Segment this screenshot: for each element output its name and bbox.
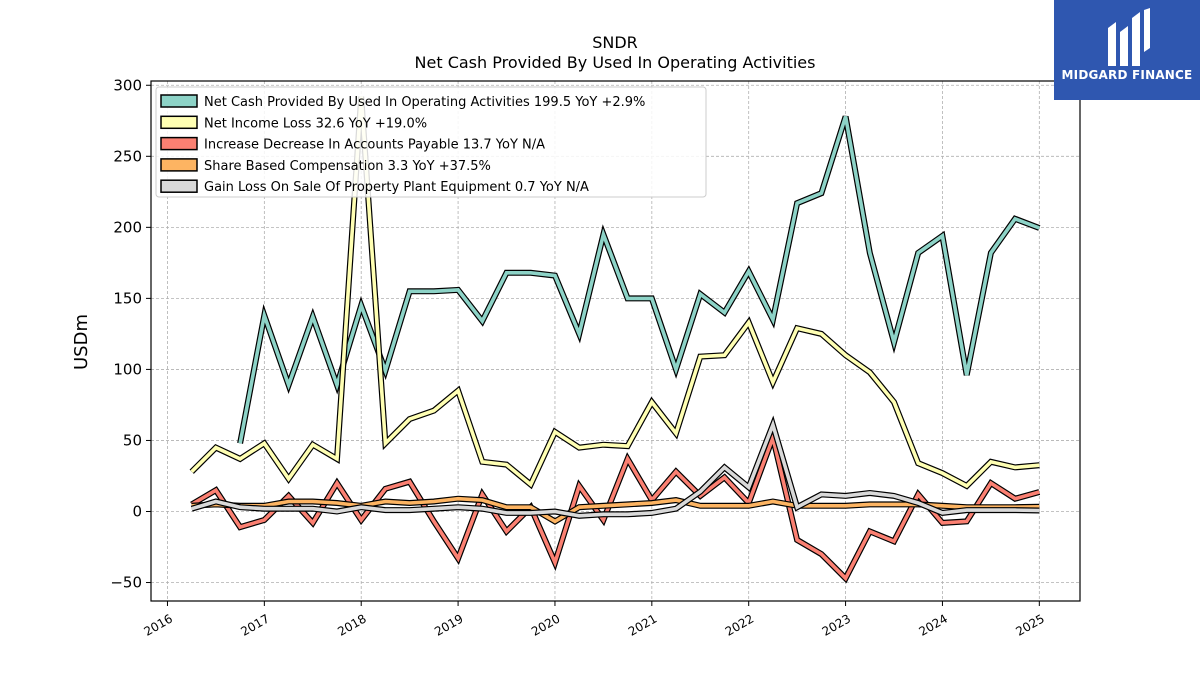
midgard-logo-icon — [1108, 8, 1150, 66]
brand-name: MIDGARD FINANCE — [1061, 68, 1193, 82]
x-tick-label: 2022 — [723, 611, 756, 638]
legend-label: Increase Decrease In Accounts Payable 13… — [204, 138, 545, 153]
x-tick-label: 2018 — [335, 611, 368, 638]
chart-title: SNDR — [592, 33, 638, 52]
series-line-net-income-loss — [190, 96, 1040, 489]
legend-swatch — [160, 179, 198, 193]
x-tick-label: 2019 — [432, 611, 465, 638]
x-tick-label: 2016 — [142, 611, 175, 638]
legend-swatch — [160, 136, 198, 151]
y-tick-label: 300 — [113, 76, 142, 94]
series-line-share-based-compensation — [191, 496, 1040, 524]
series-line-net-cash-provided-by-used-in-operating-activities — [238, 115, 1040, 444]
series-line-increase-decrease-in-accounts-payable — [190, 431, 1040, 582]
x-tick-label: 2023 — [820, 611, 853, 638]
legend-label: Share Based Compensation 3.3 YoY +37.5% — [204, 159, 491, 174]
series-layer — [189, 96, 1041, 584]
plot-frame — [150, 80, 1081, 602]
brand-logo: MIDGARD FINANCE — [1054, 0, 1200, 100]
legend-swatch — [160, 158, 198, 172]
legend: Net Cash Provided By Used In Operating A… — [155, 86, 707, 198]
y-tick-label: 0 — [132, 502, 142, 520]
x-tick-label: 2017 — [238, 611, 271, 638]
chart-subtitle: Net Cash Provided By Used In Operating A… — [415, 53, 816, 72]
x-tick-label: 2021 — [626, 611, 659, 638]
legend-label: Gain Loss On Sale Of Property Plant Equi… — [204, 180, 589, 195]
y-tick-label: −50 — [110, 574, 142, 592]
legend-swatch — [160, 94, 198, 108]
y-tick-label: 250 — [113, 147, 142, 165]
series-line-gain-loss-on-sale-of-property-plant-equipment — [191, 419, 1040, 518]
y-tick-label: 100 — [113, 360, 142, 378]
y-tick-label: 50 — [123, 431, 142, 449]
x-tick-label: 2024 — [916, 611, 949, 638]
legend-label: Net Cash Provided By Used In Operating A… — [204, 95, 645, 110]
x-tick-label: 2025 — [1013, 611, 1046, 638]
y-axis-label: USDm — [71, 314, 92, 370]
y-tick-label: 200 — [113, 218, 142, 236]
legend-box — [155, 86, 707, 198]
y-tick-label: 150 — [113, 289, 142, 307]
x-tick-label: 2020 — [529, 611, 562, 638]
legend-label: Net Income Loss 32.6 YoY +19.0% — [204, 116, 427, 131]
legend-swatch — [160, 115, 198, 130]
